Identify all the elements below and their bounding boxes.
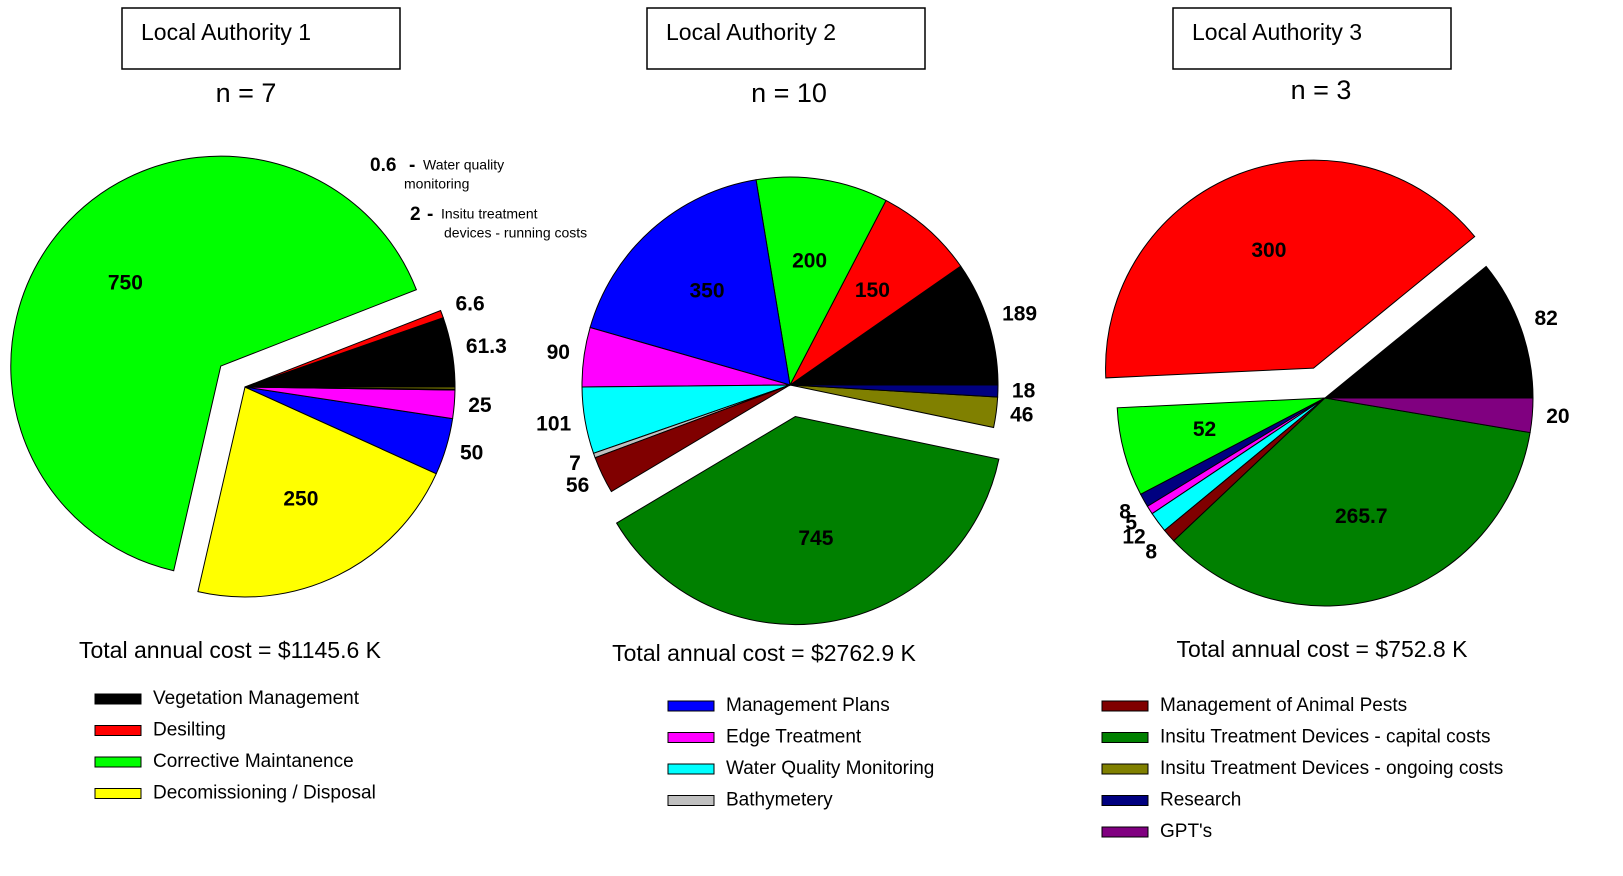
data-label: 46	[1010, 403, 1033, 426]
legend-swatch	[94, 788, 142, 799]
pie-slice	[1324, 397, 1534, 434]
subtitle: n = 3	[1291, 75, 1352, 105]
caption: Total annual cost = $1145.6 K	[79, 637, 382, 663]
data-label: 265.7	[1335, 505, 1388, 528]
data-label: 0.6	[370, 155, 396, 176]
data-label: 18	[1012, 379, 1036, 402]
caption: Total annual cost = $2762.9 K	[612, 640, 916, 666]
annotation-dash: -	[409, 155, 415, 176]
data-label: 82	[1534, 307, 1557, 330]
pie-slice	[1323, 265, 1534, 399]
pie-slice	[615, 416, 1000, 626]
data-label: 8	[1119, 501, 1131, 524]
subtitle: n = 10	[751, 78, 827, 108]
data-label: 750	[108, 271, 143, 294]
legend-label: Research	[1160, 790, 1241, 811]
data-label: 101	[536, 413, 571, 436]
legend-label: Management Plans	[726, 695, 890, 716]
legend-swatch	[1101, 732, 1149, 743]
legend-swatch	[667, 700, 715, 712]
legend-swatch	[1101, 700, 1149, 712]
data-label: 12	[1122, 525, 1145, 548]
pie-slice	[789, 384, 999, 398]
pie-slice	[244, 309, 444, 388]
pie-slice	[788, 265, 999, 386]
pie-slice	[589, 179, 791, 386]
legend-label: Corrective Maintanence	[153, 751, 354, 772]
title-box	[1172, 7, 1452, 70]
legend-label: Edge Treatment	[726, 727, 862, 748]
annotation: Water quality	[423, 157, 504, 173]
data-label: 2	[410, 204, 421, 225]
data-label: 50	[460, 442, 483, 465]
annotation: monitoring	[404, 176, 469, 192]
legend-swatch	[94, 756, 142, 768]
title-box	[646, 7, 926, 70]
data-label: 8	[1145, 540, 1157, 563]
chart-title: Local Authority 1	[141, 19, 311, 45]
data-label: 200	[792, 249, 827, 272]
legend-label: Insitu Treatment Devices - ongoing costs	[1160, 758, 1503, 779]
data-label: 20	[1546, 405, 1569, 428]
legend-label: Insitu Treatment Devices - capital costs	[1160, 727, 1491, 748]
chart-title: Local Authority 2	[666, 19, 836, 45]
data-label: 350	[689, 279, 724, 302]
data-label: 61.3	[466, 335, 507, 358]
legend-swatch	[667, 763, 715, 775]
legend-label: Bathymetery	[726, 790, 833, 811]
subtitle: n = 7	[216, 78, 277, 108]
pie-slice	[10, 155, 418, 572]
legend-swatch	[1101, 763, 1149, 775]
chart-title: Local Authority 3	[1192, 19, 1362, 45]
legend-swatch	[94, 693, 142, 705]
data-label: 25	[468, 394, 492, 417]
data-label: 7	[569, 452, 581, 475]
legend-label: Management of Animal Pests	[1160, 695, 1407, 716]
legend-label: Water Quality Monitoring	[726, 758, 934, 779]
data-label: 6.6	[455, 293, 484, 316]
annotation-dash: -	[427, 204, 433, 225]
pie-slice	[244, 386, 456, 390]
pie-slice	[789, 199, 962, 386]
legend-swatch	[94, 725, 142, 736]
annotation: Insitu treatment	[441, 206, 538, 222]
legend-swatch	[1101, 795, 1149, 806]
legend-label: Desilting	[153, 720, 226, 741]
data-label: 150	[855, 279, 890, 302]
legend-label: GPT's	[1160, 821, 1212, 842]
pie-slice	[594, 384, 791, 493]
data-label: 90	[547, 341, 570, 364]
annotation: devices - running costs	[444, 225, 587, 241]
data-label: 189	[1002, 302, 1037, 325]
legend-swatch	[667, 732, 715, 743]
data-label: 745	[798, 527, 833, 550]
legend-label: Vegetation Management	[153, 688, 360, 709]
legend-label: Decomissioning / Disposal	[153, 783, 376, 804]
data-label: 250	[283, 487, 318, 510]
legend-swatch	[1101, 826, 1149, 838]
caption: Total annual cost = $752.8 K	[1177, 636, 1469, 662]
data-label: 5	[1125, 512, 1137, 535]
pie-slice	[197, 386, 437, 598]
data-label: 52	[1193, 418, 1216, 441]
pie-slice	[1173, 397, 1531, 607]
pie-slice	[755, 176, 887, 387]
data-label: 56	[566, 474, 589, 497]
pie-slice	[1105, 159, 1476, 379]
legend-swatch	[667, 795, 715, 806]
data-label: 300	[1251, 239, 1286, 262]
title-box	[121, 7, 401, 70]
